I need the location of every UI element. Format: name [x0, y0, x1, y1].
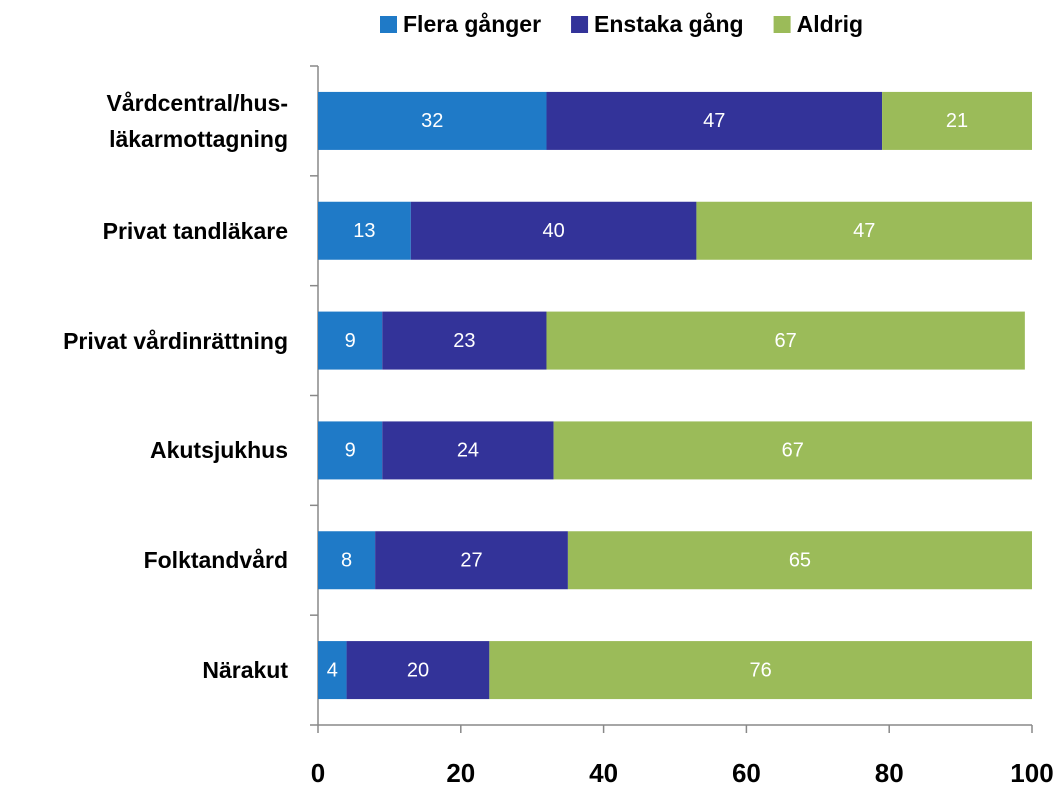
category-label: Privat vårdinrättning — [63, 327, 288, 354]
category-label: Privat tandläkare — [102, 217, 288, 244]
x-tick-label: 80 — [875, 758, 904, 788]
x-tick-label: 20 — [446, 758, 475, 788]
bar-segment — [546, 311, 1025, 370]
bar-segment — [567, 531, 1032, 590]
bar-segment — [382, 421, 554, 480]
bar-segment — [489, 641, 1032, 700]
data-label: 32 — [421, 110, 443, 132]
bar-segment — [318, 201, 411, 260]
data-label: 23 — [453, 330, 475, 352]
x-tick-label: 100 — [1010, 758, 1053, 788]
data-label: 67 — [775, 330, 797, 352]
data-label: 76 — [750, 659, 772, 681]
legend-label: Aldrig — [797, 11, 863, 37]
legend-swatch — [773, 16, 791, 33]
x-tick-label: 40 — [589, 758, 618, 788]
data-label: 4 — [327, 659, 338, 681]
data-label: 40 — [542, 220, 564, 242]
legend-swatch — [380, 16, 397, 33]
bar-segment — [318, 311, 383, 370]
data-label: 21 — [946, 110, 968, 132]
bar-segment — [318, 641, 347, 700]
data-label: 8 — [341, 550, 352, 572]
category-label: Vårdcentral/hus- läkarmottagning — [106, 89, 289, 152]
x-tick-label: 60 — [732, 758, 761, 788]
category-label: Närakut — [202, 657, 288, 684]
data-label: 9 — [345, 330, 356, 352]
data-label: 27 — [460, 550, 482, 572]
bar-segment — [410, 201, 697, 260]
data-label: 47 — [853, 220, 875, 242]
legend-label: Flera gånger — [403, 11, 541, 37]
data-label: 20 — [407, 659, 429, 681]
data-label: 24 — [457, 440, 479, 462]
bar-segment — [346, 641, 490, 700]
bar-segment — [546, 91, 883, 150]
data-label: 65 — [789, 550, 811, 572]
data-label: 47 — [703, 110, 725, 132]
x-tick-label: 0 — [311, 758, 325, 788]
bar-segment — [318, 531, 376, 590]
bar-segment — [318, 91, 547, 150]
bar-segment — [382, 311, 547, 370]
category-label: Akutsjukhus — [149, 437, 288, 464]
data-label: 67 — [782, 440, 804, 462]
legend-label: Enstaka gång — [594, 11, 744, 37]
bar-segment — [553, 421, 1032, 480]
category-label: Folktandvård — [143, 547, 288, 574]
bar-segment — [882, 91, 1032, 150]
bar-segment — [318, 421, 383, 480]
legend-swatch — [571, 16, 589, 33]
data-label: 13 — [353, 220, 375, 242]
bar-segment — [375, 531, 568, 590]
bar-segment — [696, 201, 1032, 260]
data-label: 9 — [345, 440, 356, 462]
